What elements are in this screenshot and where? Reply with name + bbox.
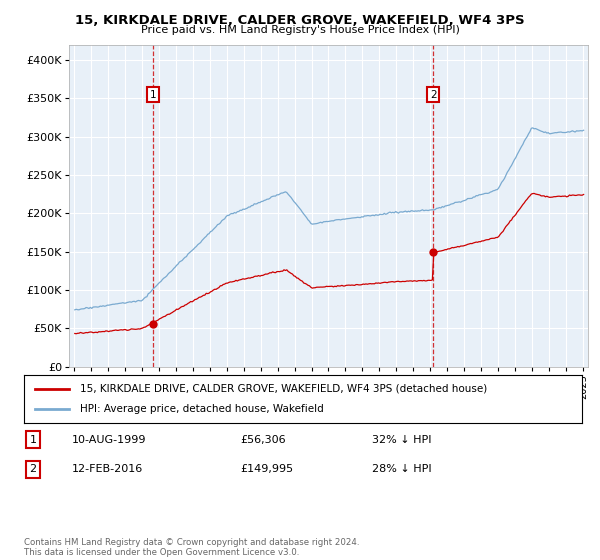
Text: £56,306: £56,306 [240, 435, 286, 445]
Text: 1: 1 [150, 90, 157, 100]
Text: HPI: Average price, detached house, Wakefield: HPI: Average price, detached house, Wake… [80, 404, 323, 414]
Text: 15, KIRKDALE DRIVE, CALDER GROVE, WAKEFIELD, WF4 3PS (detached house): 15, KIRKDALE DRIVE, CALDER GROVE, WAKEFI… [80, 384, 487, 394]
Text: £149,995: £149,995 [240, 464, 293, 474]
Text: 28% ↓ HPI: 28% ↓ HPI [372, 464, 431, 474]
Text: 12-FEB-2016: 12-FEB-2016 [72, 464, 143, 474]
Text: 2: 2 [430, 90, 436, 100]
Text: 2: 2 [29, 464, 37, 474]
Text: 10-AUG-1999: 10-AUG-1999 [72, 435, 146, 445]
Text: 15, KIRKDALE DRIVE, CALDER GROVE, WAKEFIELD, WF4 3PS: 15, KIRKDALE DRIVE, CALDER GROVE, WAKEFI… [75, 14, 525, 27]
Text: Price paid vs. HM Land Registry's House Price Index (HPI): Price paid vs. HM Land Registry's House … [140, 25, 460, 35]
Text: 1: 1 [29, 435, 37, 445]
Text: Contains HM Land Registry data © Crown copyright and database right 2024.
This d: Contains HM Land Registry data © Crown c… [24, 538, 359, 557]
Text: 32% ↓ HPI: 32% ↓ HPI [372, 435, 431, 445]
